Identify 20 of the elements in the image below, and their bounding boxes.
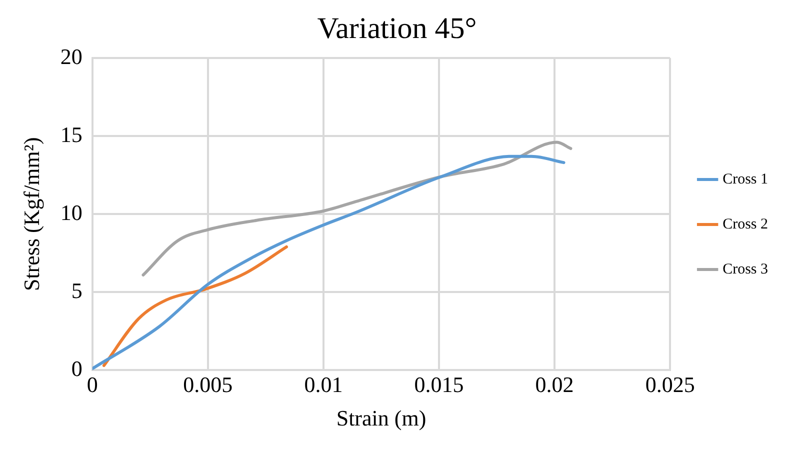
y-tick-label: 5 — [71, 278, 82, 303]
y-tick-label: 15 — [60, 122, 82, 147]
x-tick-label: 0.02 — [535, 372, 574, 398]
y-tick-label: 0 — [71, 356, 82, 381]
y-tick-label: 20 — [60, 44, 82, 69]
y-tick-label: 10 — [60, 200, 82, 225]
chart-title: Variation 45° — [317, 12, 477, 45]
x-axis-title: Strain (m) — [336, 406, 426, 431]
x-tick-label: 0.01 — [304, 372, 343, 398]
x-tick-label: 0.025 — [645, 372, 695, 398]
line-series — [92, 154, 566, 370]
x-tick-label: 0.015 — [414, 372, 464, 398]
y-axis-title: Stress (Kgf/mm²) — [18, 137, 44, 292]
legend-label: Cross 1 — [722, 171, 768, 188]
legend-label: Cross 2 — [722, 216, 768, 232]
x-tick-label: 0 — [86, 372, 98, 398]
line-series — [102, 245, 288, 368]
x-tick-label: 0.005 — [183, 372, 233, 398]
legend-label: Cross 3 — [722, 261, 768, 278]
line-series — [142, 140, 572, 276]
